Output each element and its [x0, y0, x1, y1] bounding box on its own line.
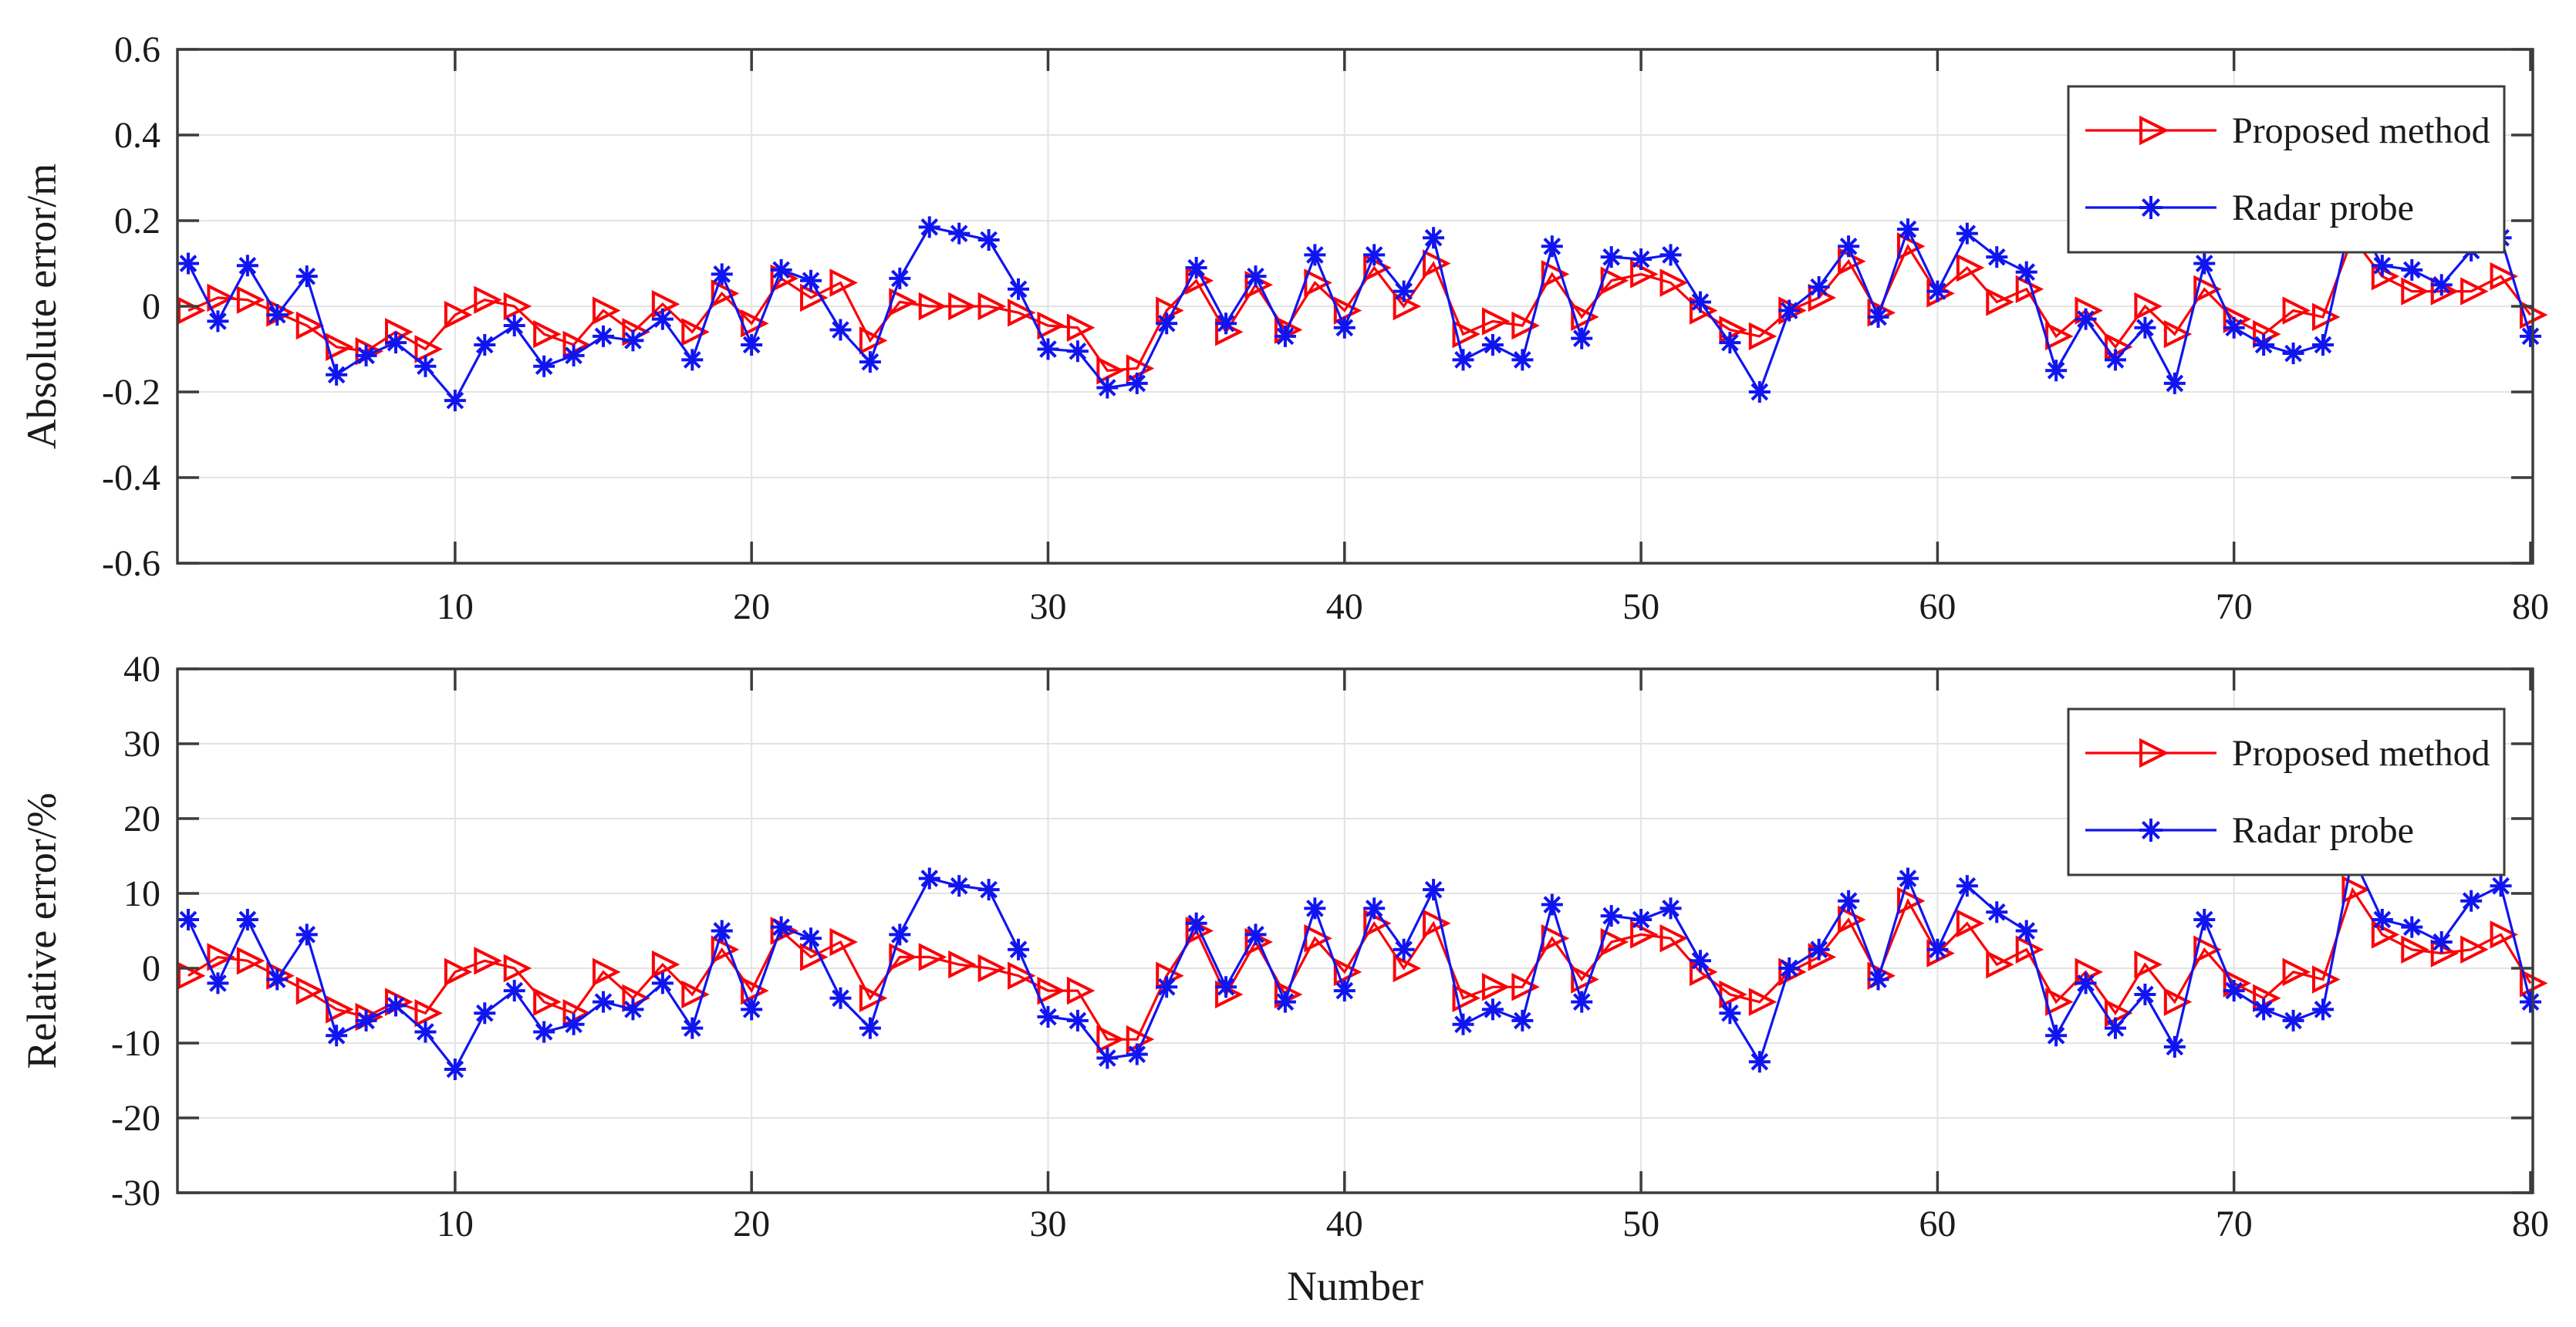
y-axis-label: Absolute error/m	[19, 164, 65, 449]
x-tick-label: 10	[437, 586, 474, 627]
series-proposed-method	[177, 875, 2548, 1054]
asterisk-markers	[177, 845, 2541, 1080]
tick-labels: 40 30 20 10 0 -10 -20 -30 10 20 30 40 50 60 70 80	[111, 649, 2549, 1244]
y-tick-label: 30	[123, 724, 160, 765]
legend-box	[2067, 85, 2506, 254]
tick-labels: 0.6 0.4 0.2 0 -0.2 -0.4 -0.6 10 20 30 40 50 60 70 80	[102, 29, 2549, 627]
x-tick-label: 40	[1326, 1204, 1363, 1244]
y-tick-label: 0	[142, 948, 160, 989]
y-tick-label: -30	[111, 1173, 160, 1214]
legend-entry-label: Radar probe	[2232, 810, 2414, 851]
asterisk-icon	[2139, 196, 2162, 219]
y-tick-label: 0.4	[114, 115, 160, 156]
x-tick-label: 10	[437, 1204, 474, 1244]
y-tick-label: -0.6	[102, 543, 160, 584]
triangle-right-icon	[2139, 738, 2169, 768]
legend-entry-label: Proposed method	[2232, 110, 2490, 151]
x-tick-label: 30	[1029, 1204, 1066, 1244]
x-tick-label: 70	[2216, 1204, 2253, 1244]
y-tick-label: 0.6	[114, 29, 160, 70]
legend-entry-proposed-method: Proposed method	[2085, 110, 2490, 151]
legend-entry-radar-probe: Radar probe	[2085, 810, 2414, 851]
y-tick-label: -10	[111, 1023, 160, 1064]
series-line	[187, 886, 2532, 1041]
x-axis-label: Number	[1287, 1263, 1423, 1309]
x-tick-label: 30	[1029, 586, 1066, 627]
x-tick-label: 20	[733, 1204, 770, 1244]
y-tick-label: 0	[142, 286, 160, 327]
x-tick-label: 40	[1326, 586, 1363, 627]
triangle-right-markers	[177, 875, 2548, 1054]
legend-entry-radar-probe: Radar probe	[2085, 187, 2414, 228]
legend-entry-label: Radar probe	[2232, 187, 2414, 228]
axes-box	[176, 667, 2534, 1194]
y-tick-label: 20	[123, 799, 160, 839]
x-tick-label: 70	[2216, 586, 2253, 627]
asterisk-icon	[2139, 819, 2162, 842]
legend-entry-proposed-method: Proposed method	[2085, 733, 2490, 774]
y-tick-label: 10	[123, 873, 160, 914]
axes-box	[176, 48, 2534, 565]
x-tick-label: 80	[2512, 1204, 2549, 1244]
x-tick-label: 20	[733, 586, 770, 627]
series-radar-probe	[177, 845, 2541, 1080]
series-line	[187, 235, 2532, 372]
absolute-error-chart: 0.6 0.4 0.2 0 -0.2 -0.4 -0.6 10 20 30 40 50 60 70 80 Ab…	[19, 29, 2549, 627]
y-tick-label: 40	[123, 649, 160, 690]
y-tick-label: -0.2	[102, 372, 160, 413]
x-tick-label: 50	[1622, 1204, 1659, 1244]
relative-error-chart: 40 30 20 10 0 -10 -20 -30 10 20 30 40 50 60 70 80 Relati…	[19, 649, 2549, 1309]
x-tick-label: 50	[1622, 586, 1659, 627]
legend: Proposed method Radar probe	[2067, 85, 2506, 254]
x-tick-label: 80	[2512, 586, 2549, 627]
gridlines	[177, 669, 2533, 1193]
y-tick-label: -20	[111, 1098, 160, 1139]
triangle-right-markers	[177, 223, 2548, 385]
legend: Proposed method Radar probe	[2067, 707, 2506, 876]
triangle-right-icon	[2139, 115, 2169, 146]
legend-entry-label: Proposed method	[2232, 733, 2490, 774]
y-axis-label: Relative error/%	[19, 792, 65, 1069]
legend-box	[2067, 707, 2506, 876]
y-tick-label: -0.4	[102, 458, 160, 498]
y-tick-label: 0.2	[114, 201, 160, 241]
x-tick-label: 60	[1919, 1204, 1956, 1244]
x-tick-label: 60	[1919, 586, 1956, 627]
